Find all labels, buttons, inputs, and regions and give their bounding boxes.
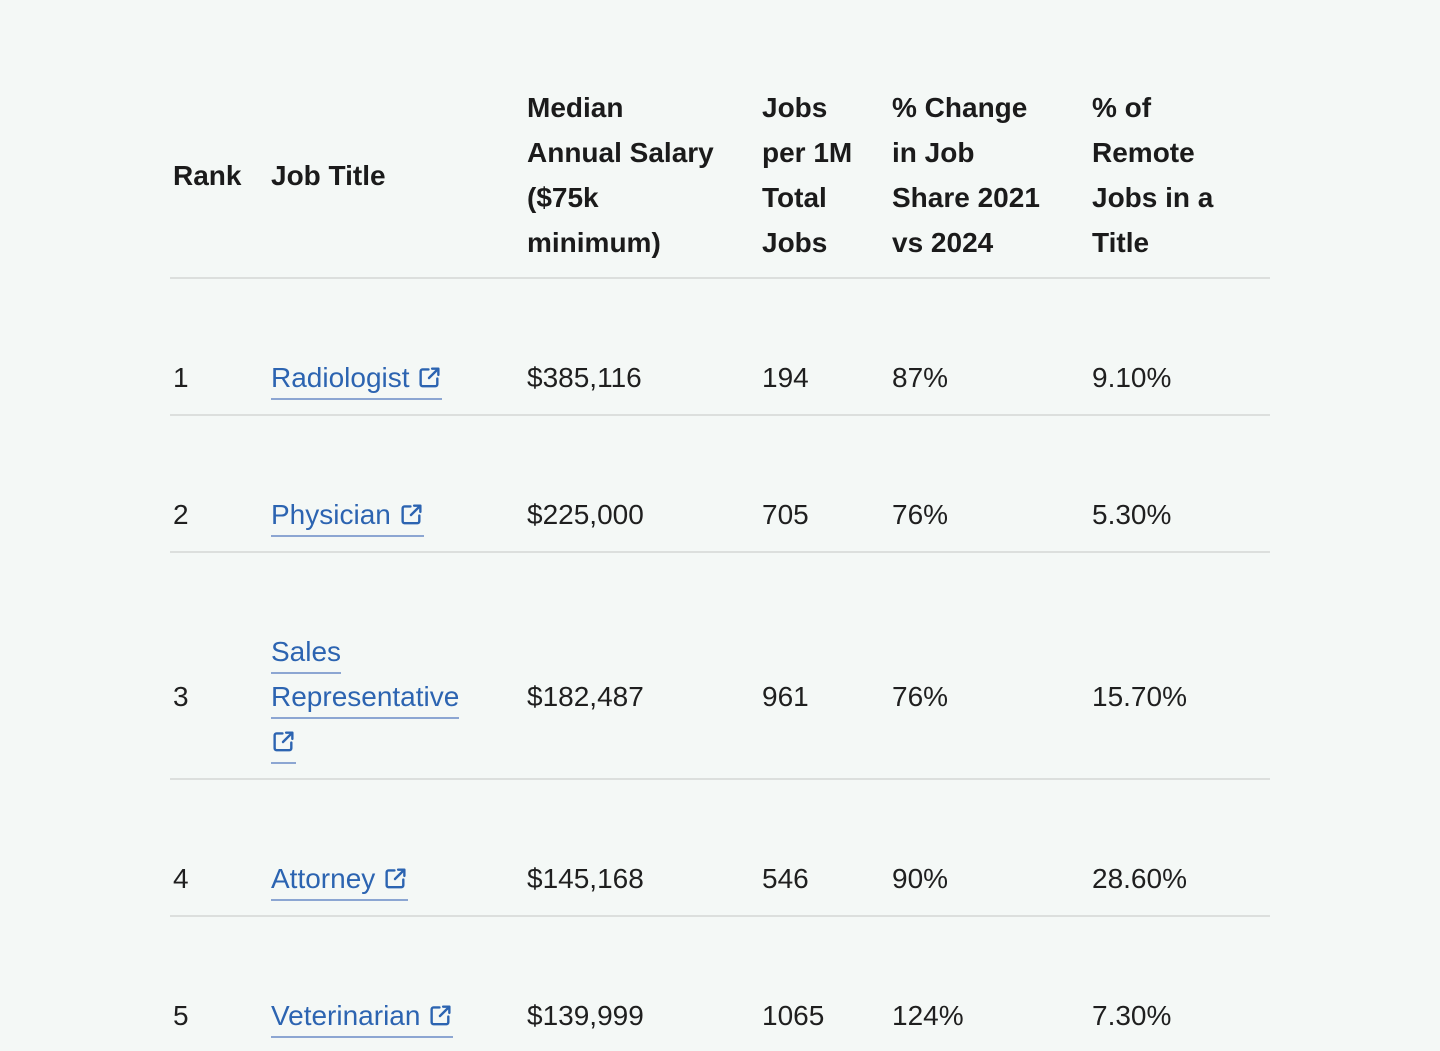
rank-cell: 2 — [170, 415, 270, 553]
table-row: 2 Physician $225,000 705 76% 5.30% — [170, 415, 1270, 553]
pct-remote-cell: 28.60% — [1091, 779, 1270, 917]
job-title-link[interactable]: Veterinarian — [271, 1000, 454, 1038]
salary-cell: $385,116 — [526, 278, 761, 416]
header-row: Rank Job Title Median Annual Salary ($75… — [170, 35, 1270, 279]
job-title-cell: Veterinarian — [270, 916, 526, 1051]
job-title-cell: Radiologist — [270, 278, 526, 416]
rank-cell: 5 — [173, 1000, 189, 1031]
jobs-per-1m-cell: 194 — [761, 278, 891, 416]
pct-remote-cell: 15.70% — [1091, 552, 1270, 780]
pct-change-cell: 76% — [891, 415, 1091, 553]
job-title-text: Veterinarian — [271, 1000, 421, 1031]
page: Rank Job Title Median Annual Salary ($75… — [0, 35, 1440, 1051]
job-title-link[interactable]: Radiologist — [271, 362, 443, 400]
external-link-icon — [401, 504, 422, 525]
table-row: 3 Sales Representative $182,487 961 76% … — [170, 552, 1270, 780]
job-title-cell: Attorney — [270, 779, 526, 917]
column-header-rank: Rank — [170, 35, 270, 279]
table-header: Rank Job Title Median Annual Salary ($75… — [170, 35, 1270, 279]
job-title-text: Physician — [271, 499, 391, 530]
salary-cell: $139,999 — [527, 1000, 644, 1031]
salary-cell: $225,000 — [526, 415, 761, 553]
external-link-icon — [273, 731, 294, 752]
pct-remote-cell: 7.30% — [1092, 1000, 1172, 1031]
pct-remote-cell: 9.10% — [1091, 278, 1270, 416]
job-title-link[interactable]: Attorney — [271, 863, 409, 901]
job-title-link[interactable]: Sales Representative — [271, 636, 460, 764]
rank-cell: 1 — [170, 278, 270, 416]
column-header-jobs-per-1m: Jobs per 1M Total Jobs — [761, 35, 891, 279]
job-title-text: Radiologist — [271, 362, 410, 393]
column-header-job-title: Job Title — [270, 35, 526, 279]
jobs-per-1m-cell: 705 — [761, 415, 891, 553]
jobs-per-1m-cell: 1065 — [762, 1000, 825, 1031]
column-header-pct-change: % Change in Job Share 2021 vs 2024 — [891, 35, 1091, 279]
job-title-text: Attorney — [271, 863, 376, 894]
table-row: 1 Radiologist $385,116 194 87% 9.10% — [170, 278, 1270, 416]
pct-remote-cell: 5.30% — [1091, 415, 1270, 553]
table-body: 1 Radiologist $385,116 194 87% 9.10% 2 P… — [170, 278, 1270, 1051]
pct-change-cell: 76% — [891, 552, 1091, 780]
job-title-text: Sales Representative — [271, 636, 460, 712]
table-row: 4 Attorney $145,168 546 90% 28.60% — [170, 779, 1270, 917]
salary-cell: $145,168 — [526, 779, 761, 917]
job-title-link[interactable]: Physician — [271, 499, 424, 537]
pct-change-cell: 124% — [892, 1000, 964, 1031]
column-header-pct-remote: % of Remote Jobs in a Title — [1091, 35, 1270, 279]
rank-cell: 4 — [170, 779, 270, 917]
external-link-icon — [419, 367, 440, 388]
job-title-cell: Sales Representative — [270, 552, 526, 780]
remote-jobs-table: Rank Job Title Median Annual Salary ($75… — [170, 35, 1270, 1051]
job-title-cell: Physician — [270, 415, 526, 553]
table-row: 5 Veterinarian $139,999 1065 124% 7.30% — [170, 916, 1270, 1051]
jobs-per-1m-cell: 546 — [761, 779, 891, 917]
jobs-per-1m-cell: 961 — [761, 552, 891, 780]
pct-change-cell: 87% — [891, 278, 1091, 416]
pct-change-cell: 90% — [891, 779, 1091, 917]
external-link-icon — [430, 1005, 451, 1026]
column-header-median-salary: Median Annual Salary ($75k minimum) — [526, 35, 761, 279]
salary-cell: $182,487 — [526, 552, 761, 780]
rank-cell: 3 — [170, 552, 270, 780]
external-link-icon — [385, 868, 406, 889]
